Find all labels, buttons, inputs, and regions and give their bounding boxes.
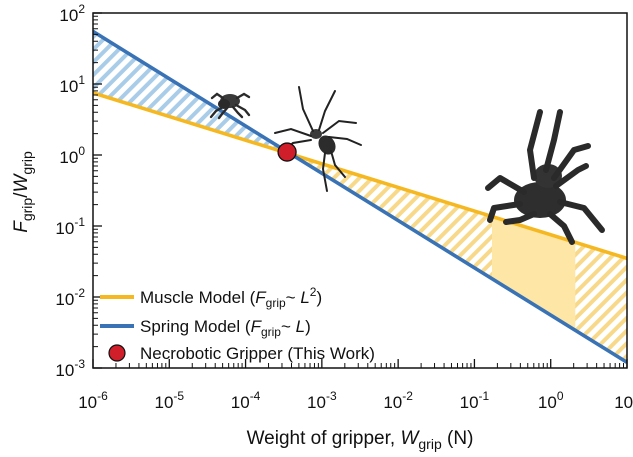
x-tick-exp: 0 (557, 389, 564, 403)
x-tick-label: 101 (614, 389, 633, 412)
y-tick-label: 10-2 (55, 286, 85, 309)
x-tick-base: 10 (154, 393, 173, 412)
y-tick-label: 10-1 (55, 215, 85, 238)
y-tick-base: 10 (55, 219, 74, 238)
y-axis-title: Fgrip/Wgrip (11, 151, 35, 233)
y-tick-label: 102 (59, 2, 85, 25)
x-tick-label: 100 (538, 389, 564, 412)
y-axis-title-den-sub: grip (19, 151, 35, 175)
legend-marker-gripper (108, 344, 126, 362)
y-tick-base: 10 (55, 290, 74, 309)
x-tick-label: 10-6 (78, 389, 108, 412)
x-tick-label: 10-4 (231, 389, 261, 412)
legend-spring-post: ) (305, 317, 311, 336)
y-tick-exp: -3 (74, 357, 85, 371)
x-axis-title-var: W (400, 428, 420, 449)
legend-spring-var: F (251, 317, 263, 336)
necrobotic-gripper-point (277, 142, 297, 162)
tarantula-icon (485, 109, 605, 245)
x-tick-label: 10-3 (307, 389, 337, 412)
y-tick-label: 100 (59, 144, 85, 167)
x-axis-title-unit: (N) (442, 428, 474, 449)
x-axis-title-sub: grip (418, 436, 442, 452)
legend-spring-sub: grip (261, 325, 281, 339)
x-tick-base: 10 (460, 393, 479, 412)
y-axis-title-num-sub: grip (19, 198, 35, 222)
legend-muscle-sub: grip (266, 296, 286, 310)
legend-muscle-post: ) (316, 288, 322, 307)
x-axis-title: Weight of gripper, Wgrip (N) (247, 428, 474, 452)
x-tick-exp: -4 (250, 389, 261, 403)
x-tick-label: 10-5 (154, 389, 184, 412)
y-tick-exp: 0 (78, 144, 85, 158)
plot-frame (92, 12, 628, 369)
y-tick-base: 10 (55, 361, 74, 380)
legend-label-spring: Spring Model (Fgrip~ L) (140, 317, 311, 339)
legend-spring-pre: Spring Model ( (140, 317, 251, 336)
y-tick-base: 10 (59, 77, 78, 96)
x-tick-exp: -1 (479, 389, 490, 403)
y-tick-exp: 1 (78, 73, 85, 87)
x-tick-base: 10 (538, 393, 557, 412)
y-axis-title-sep: / (11, 192, 32, 198)
spring-model-line (93, 29, 627, 364)
legend-muscle-mid: ~ (286, 288, 301, 307)
legend-muscle-sup: 2 (310, 285, 317, 299)
legend-spring-var2: L (296, 317, 305, 336)
y-axis-title-num-var: F (11, 220, 32, 233)
x-tick-base: 10 (614, 393, 633, 412)
legend-muscle-pre: Muscle Model ( (140, 288, 256, 307)
x-axis-title-main: Weight of gripper, (247, 428, 401, 449)
legend-label-muscle: Muscle Model (Fgrip~ L2) (140, 285, 322, 310)
legend-muscle-var: F (255, 288, 267, 307)
y-tick-exp: 2 (78, 2, 85, 16)
legend-spring-mid: ~ (281, 317, 296, 336)
model-lines (93, 29, 627, 364)
legend-label-gripper: Necrobotic Gripper (This Work) (140, 344, 375, 363)
x-tick-base: 10 (307, 393, 326, 412)
y-axis-title-den-var: W (11, 173, 32, 193)
muscle-model-line (93, 91, 627, 261)
highlight-band (492, 216, 576, 331)
y-tick-exp: -1 (74, 215, 85, 229)
x-tick-label: 10-1 (460, 389, 490, 412)
x-tick-exp: -3 (326, 389, 337, 403)
x-tick-exp: -6 (97, 389, 108, 403)
y-tick-exp: -2 (74, 286, 85, 300)
x-tick-label: 10-2 (383, 389, 413, 412)
y-tick-base: 10 (59, 6, 78, 25)
y-tick-label: 10-3 (55, 357, 85, 380)
legend-muscle-var2: L (300, 288, 309, 307)
x-tick-exp: -2 (402, 389, 413, 403)
x-tick-exp: -5 (173, 389, 184, 403)
y-tick-base: 10 (59, 148, 78, 167)
x-tick-base: 10 (78, 393, 97, 412)
y-tick-label: 101 (59, 73, 85, 96)
small-spider-icon (209, 92, 251, 120)
long-leg-spider-icon (274, 86, 362, 192)
x-tick-base: 10 (231, 393, 250, 412)
x-tick-base: 10 (383, 393, 402, 412)
legend: Muscle Model (Fgrip~ L2) Spring Model (F… (100, 285, 375, 363)
